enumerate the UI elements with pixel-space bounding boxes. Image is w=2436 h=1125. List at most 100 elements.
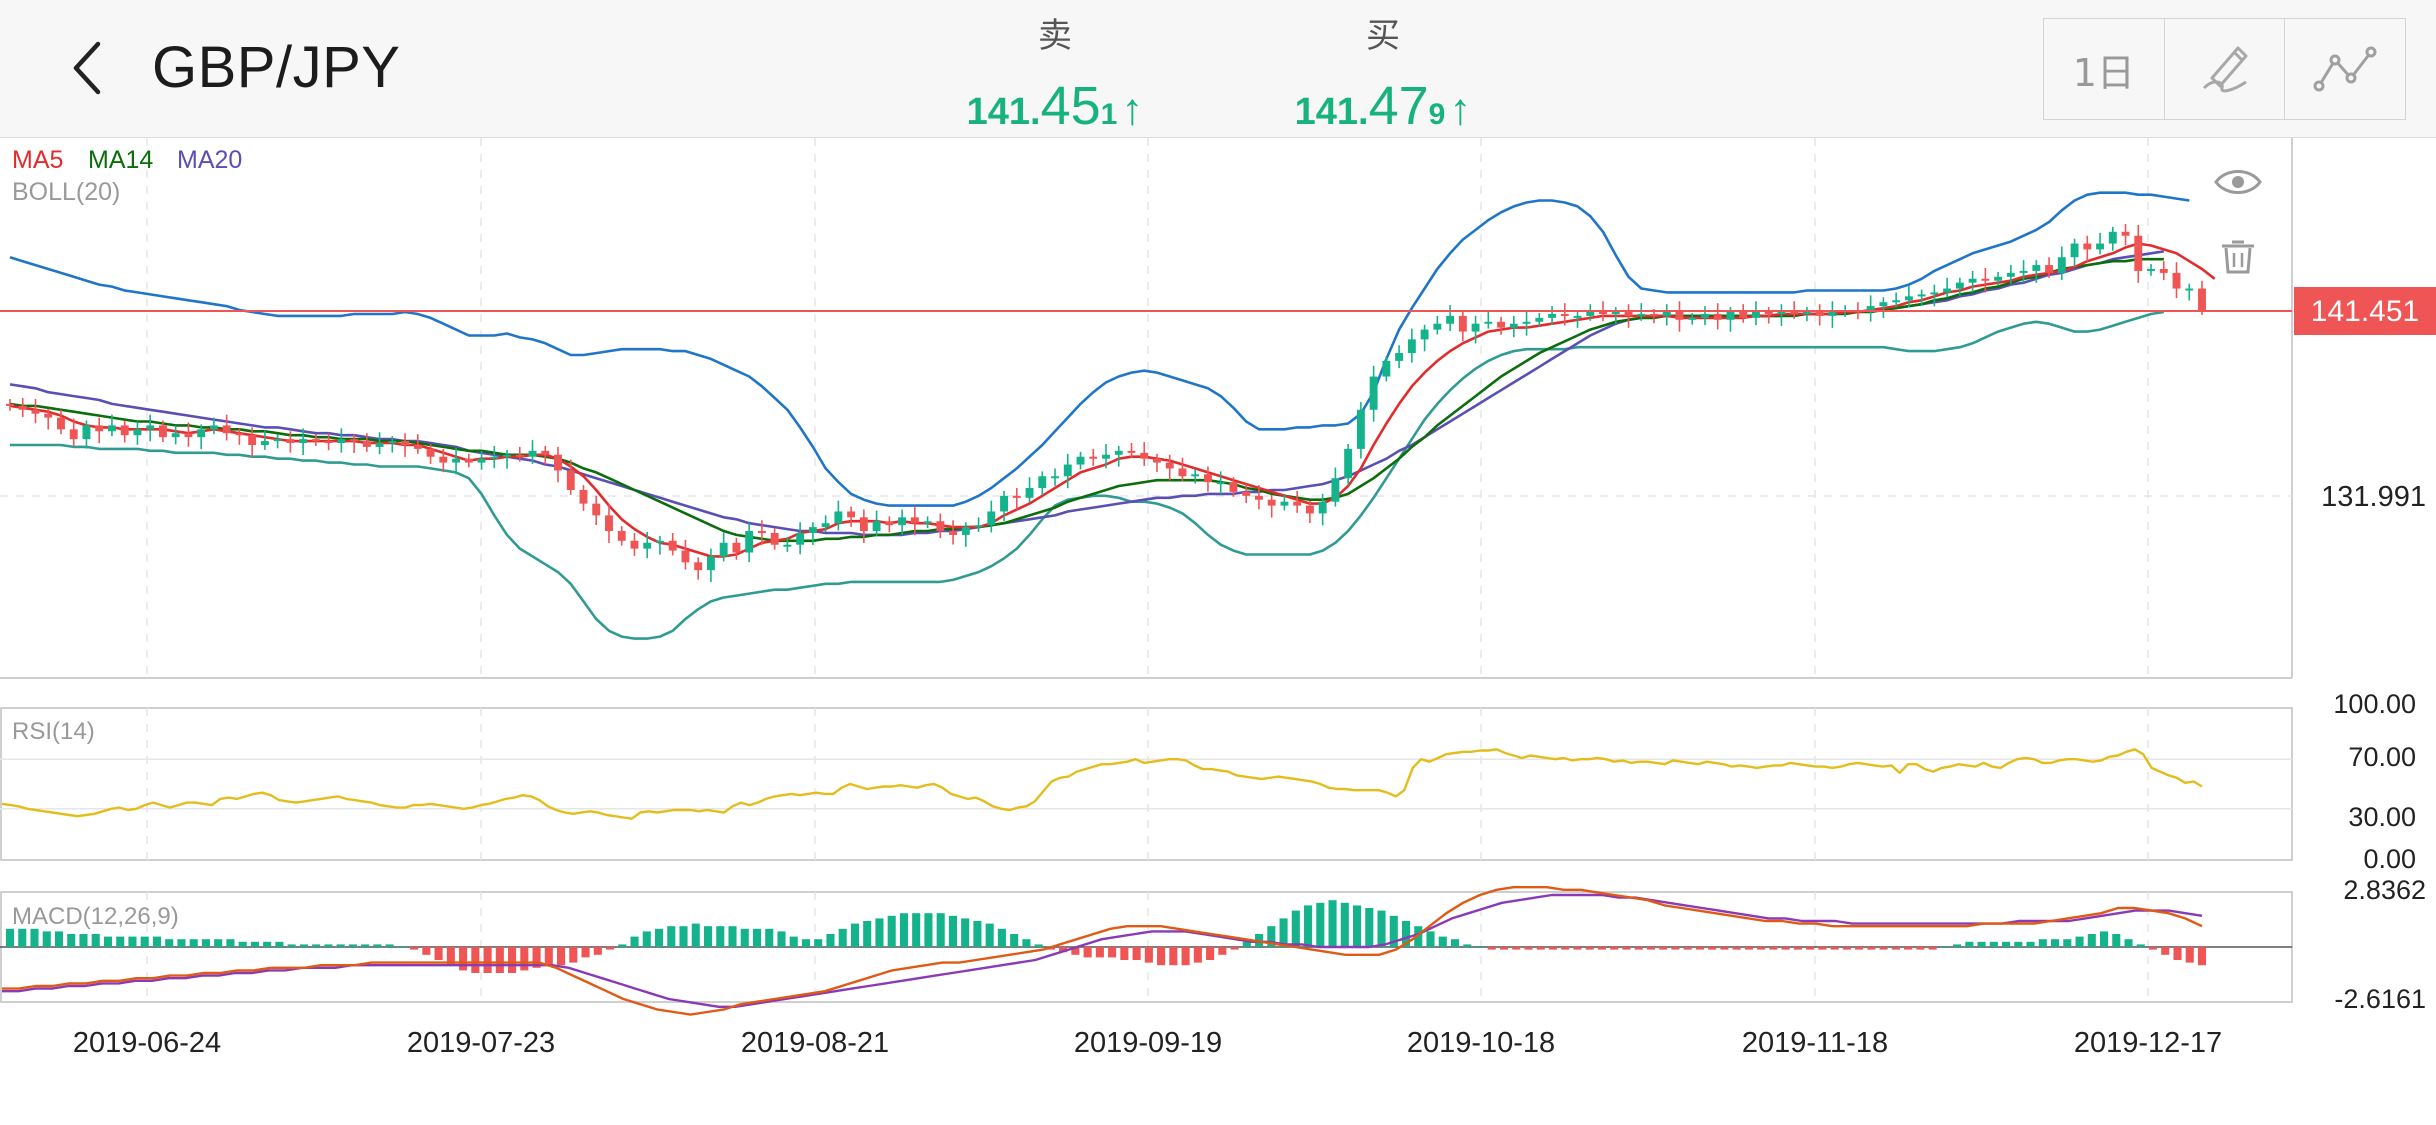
macd-bar: [728, 926, 737, 947]
macd-bar: [654, 928, 664, 947]
candle-body: [2057, 257, 2066, 273]
macd-bar: [887, 915, 896, 947]
macd-bar: [287, 944, 296, 947]
x-tick-label: 2019-08-21: [741, 1027, 889, 1059]
candles: [6, 223, 2206, 583]
buy-quote[interactable]: 买 141.479↑: [1263, 8, 1503, 137]
back-button[interactable]: [60, 38, 120, 98]
macd-bar: [1365, 908, 1374, 947]
candle-body: [949, 531, 958, 535]
macd-bar: [1414, 926, 1423, 947]
candle-body: [1063, 464, 1072, 477]
candle-body: [1038, 476, 1047, 489]
macd-bar: [42, 931, 51, 947]
macd-bar: [299, 944, 308, 947]
candle-body: [1879, 302, 1888, 307]
macd-bar: [2161, 947, 2170, 955]
macd-bar: [703, 926, 713, 947]
macd-bar: [275, 941, 284, 947]
macd-tick-max: 2.8362: [2343, 875, 2426, 905]
candle-body: [82, 425, 91, 440]
candle-body: [1267, 499, 1276, 506]
candle-body: [2019, 270, 2028, 273]
macd-bar: [777, 931, 786, 947]
top-bar: GBP/JPY 卖 141.451↑ 买 141.479↑ 1日: [0, 0, 2436, 138]
candle-body: [1688, 317, 1697, 320]
ma14-line: [9, 257, 2164, 543]
macd-bar: [1340, 902, 1349, 947]
candle-body: [18, 405, 27, 410]
legend-ma5: MA5: [12, 146, 63, 174]
candle-body: [158, 425, 167, 438]
macd-bar: [1891, 947, 1900, 950]
macd-bar: [1083, 947, 1092, 958]
candle-body: [1012, 495, 1021, 498]
candle-body: [554, 454, 562, 471]
sell-quote[interactable]: 卖 141.451↑: [935, 8, 1175, 137]
macd-panel: [0, 886, 2292, 1016]
macd-bar: [532, 947, 541, 968]
buy-label: 买: [1366, 16, 1400, 56]
candle-body: [605, 515, 613, 532]
candle-body: [1076, 456, 1085, 465]
macd-bar: [214, 939, 223, 947]
macd-bar: [973, 921, 982, 947]
candle-body: [1509, 323, 1518, 328]
macd-bar: [116, 936, 125, 947]
buy-price-part-a: 141.: [1294, 91, 1369, 133]
macd-bar: [238, 941, 247, 947]
candle-body: [1140, 452, 1149, 459]
indicator-button[interactable]: [2285, 19, 2405, 119]
macd-bar: [1450, 939, 1460, 947]
candle-body: [2006, 272, 2015, 277]
macd-bar: [1879, 947, 1888, 950]
macd-bar: [1940, 947, 1949, 948]
candle-body: [1102, 454, 1110, 459]
macd-bar: [1316, 902, 1325, 947]
legend-boll: BOLL(20): [12, 178, 120, 206]
candle-body: [1815, 311, 1824, 316]
macd-bar: [679, 926, 688, 947]
x-axis: 2019-06-24 2019-07-23 2019-08-21 2019-09-19…: [73, 1027, 2222, 1059]
macd-bar: [471, 947, 480, 973]
eye-icon[interactable]: [2214, 170, 2262, 194]
macd-bar: [1548, 947, 1558, 950]
candle-body: [350, 439, 359, 442]
macd-bar: [1585, 947, 1594, 950]
macd-bar: [936, 913, 945, 947]
candle-body: [2121, 231, 2130, 236]
macd-bar: [948, 915, 957, 947]
candle-body: [515, 454, 524, 457]
candle-body: [1178, 468, 1187, 477]
candle-body: [2159, 268, 2168, 273]
candle-body: [1522, 321, 1531, 324]
trash-icon[interactable]: [2222, 240, 2254, 274]
sell-price-part-b: 45: [1040, 76, 1101, 136]
candle-body: [1000, 495, 1008, 512]
macd-bar: [814, 939, 823, 947]
macd-bar: [263, 941, 272, 947]
candle-body: [796, 532, 805, 545]
macd-bar: [1487, 947, 1496, 950]
macd-bar: [128, 936, 137, 947]
price-tag-label: 141.451: [2311, 295, 2419, 328]
macd-bar: [2087, 934, 2096, 947]
macd-bar: [2185, 947, 2194, 963]
macd-bar: [863, 921, 872, 947]
candle-body: [69, 429, 78, 440]
period-button[interactable]: 1日: [2044, 19, 2165, 119]
macd-bar: [1610, 947, 1619, 950]
candle-body: [133, 429, 142, 436]
macd-bar: [1989, 941, 1998, 947]
candle-body: [1433, 323, 1442, 330]
macd-bar: [422, 947, 431, 955]
period-label: 1日: [2072, 50, 2135, 95]
candle-body: [1573, 315, 1582, 318]
macd-bar: [91, 934, 100, 947]
draw-button[interactable]: [2165, 19, 2286, 119]
candle-body: [808, 527, 817, 533]
candle-body: [477, 458, 486, 463]
macd-bar: [569, 947, 578, 963]
macd-bar: [1928, 947, 1937, 950]
